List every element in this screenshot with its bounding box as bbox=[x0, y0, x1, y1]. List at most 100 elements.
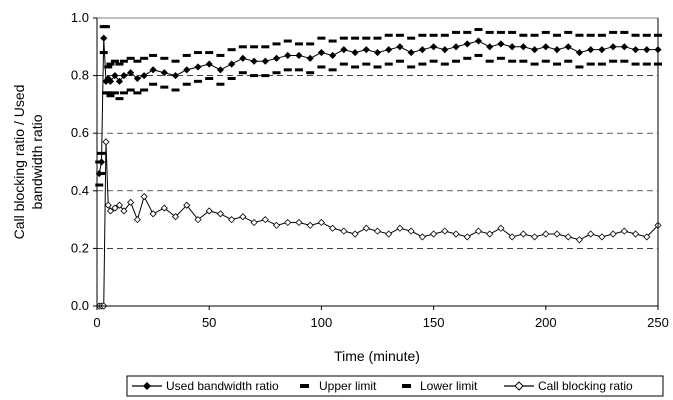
data-point bbox=[643, 46, 651, 54]
data-point bbox=[329, 224, 337, 232]
data-point bbox=[140, 72, 148, 80]
limit-marker bbox=[440, 33, 449, 37]
data-point bbox=[587, 230, 595, 238]
data-point bbox=[140, 192, 148, 201]
data-point bbox=[373, 227, 382, 235]
data-point bbox=[452, 43, 460, 51]
legend-entry-call-blocking: Call blocking ratio bbox=[504, 379, 633, 393]
data-point bbox=[631, 230, 640, 238]
series-lower-limit bbox=[95, 51, 662, 187]
limit-marker bbox=[294, 68, 303, 72]
data-point bbox=[295, 51, 303, 60]
data-point bbox=[407, 227, 415, 235]
limit-marker bbox=[95, 183, 104, 187]
data-point bbox=[519, 230, 527, 238]
limit-marker bbox=[541, 59, 550, 63]
limit-marker bbox=[115, 62, 124, 66]
limit-marker bbox=[149, 53, 158, 57]
series-upper-limit bbox=[95, 25, 662, 164]
legend-label-used-bandwidth: Used bandwidth ratio bbox=[166, 379, 279, 393]
x-tick-label: 250 bbox=[647, 315, 669, 330]
limit-marker bbox=[238, 71, 247, 75]
legend-box bbox=[126, 375, 664, 397]
data-point bbox=[115, 77, 124, 85]
data-point bbox=[120, 72, 128, 80]
limit-marker bbox=[306, 42, 315, 46]
y-tick-label: 0.4 bbox=[71, 183, 89, 198]
data-point bbox=[284, 218, 292, 227]
limit-marker bbox=[227, 76, 236, 80]
data-point bbox=[160, 69, 168, 77]
data-point bbox=[418, 46, 426, 54]
data-point bbox=[205, 60, 213, 68]
data-point bbox=[228, 216, 236, 224]
limit-marker bbox=[205, 51, 214, 55]
data-point bbox=[553, 230, 561, 238]
data-point bbox=[609, 43, 617, 51]
data-point bbox=[463, 40, 471, 48]
data-point bbox=[598, 233, 606, 241]
limit-marker bbox=[440, 62, 449, 66]
data-point bbox=[362, 224, 370, 232]
data-point bbox=[104, 201, 112, 209]
data-point bbox=[385, 46, 393, 54]
x-tick-label: 50 bbox=[202, 315, 216, 330]
data-point bbox=[486, 43, 494, 51]
legend-entry-used-bandwidth: Used bandwidth ratio bbox=[132, 379, 279, 393]
limit-marker bbox=[171, 88, 180, 92]
limit-marker bbox=[339, 62, 348, 66]
limit-marker bbox=[631, 62, 640, 66]
limit-marker bbox=[564, 30, 573, 34]
data-point bbox=[106, 77, 115, 85]
limit-marker bbox=[553, 33, 562, 37]
data-point bbox=[441, 46, 449, 54]
data-point bbox=[329, 51, 337, 60]
data-point bbox=[317, 48, 325, 57]
data-point bbox=[171, 72, 180, 80]
data-point bbox=[216, 210, 224, 218]
limit-marker bbox=[126, 56, 135, 60]
axes bbox=[93, 17, 659, 310]
data-point bbox=[317, 218, 325, 227]
data-point bbox=[508, 43, 516, 51]
limit-marker bbox=[452, 59, 461, 63]
data-point bbox=[575, 48, 584, 57]
limit-marker bbox=[429, 33, 438, 37]
limit-marker bbox=[160, 56, 169, 60]
limit-marker bbox=[317, 36, 326, 40]
y-axis-title-line2: bandwidth ratio bbox=[29, 114, 45, 209]
data-point bbox=[261, 216, 269, 224]
x-tick-label: 0 bbox=[93, 315, 100, 330]
limit-marker bbox=[541, 30, 550, 34]
limit-marker bbox=[216, 82, 225, 86]
data-point bbox=[160, 204, 168, 212]
limit-marker bbox=[351, 36, 360, 40]
data-point bbox=[497, 40, 505, 48]
limit-marker bbox=[474, 53, 483, 57]
data-point bbox=[564, 43, 572, 51]
limit-marker bbox=[104, 91, 113, 95]
limit-marker bbox=[519, 33, 528, 37]
data-point bbox=[250, 57, 258, 65]
y-tick-label: 0.0 bbox=[71, 298, 89, 313]
limit-marker bbox=[182, 53, 191, 57]
series-line bbox=[99, 141, 659, 307]
limit-marker bbox=[609, 30, 618, 34]
data-point bbox=[100, 34, 108, 42]
y-tick-label: 0.6 bbox=[71, 125, 89, 140]
limit-marker bbox=[149, 82, 158, 86]
limit-marker bbox=[95, 160, 104, 164]
limit-marker bbox=[452, 30, 461, 34]
limit-marker bbox=[106, 94, 115, 98]
limit-marker bbox=[339, 36, 348, 40]
limit-marker bbox=[205, 76, 214, 80]
limit-marker bbox=[395, 33, 404, 37]
data-point bbox=[362, 46, 370, 54]
limit-marker bbox=[306, 71, 315, 75]
limit-marker bbox=[586, 33, 595, 37]
data-point bbox=[340, 46, 348, 54]
limit-marker bbox=[575, 65, 584, 69]
limit-marker bbox=[407, 36, 416, 40]
limit-marker bbox=[373, 65, 382, 69]
